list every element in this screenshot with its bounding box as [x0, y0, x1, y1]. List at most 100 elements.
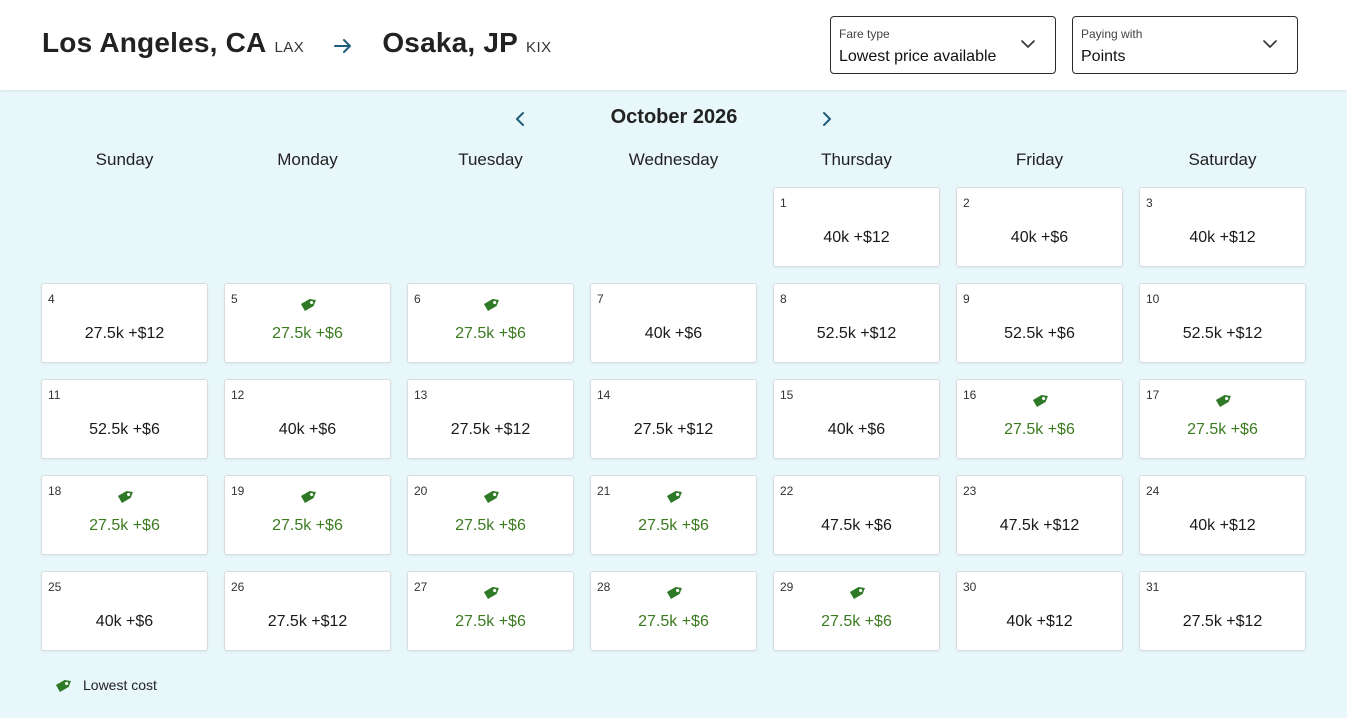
- price-value: 27.5k +$12: [450, 421, 531, 438]
- lowest-price-value: 27.5k +$6: [89, 517, 160, 534]
- calendar-day-cell[interactable]: 14 27.5k +$12: [590, 379, 757, 459]
- day-number: 20: [414, 484, 428, 498]
- calendar-day-cell[interactable]: 6 27.5k +$6: [407, 283, 574, 363]
- weekday-header: Thursday: [821, 150, 892, 169]
- day-number: 17: [1146, 388, 1160, 402]
- weekday-header: Wednesday: [628, 150, 719, 169]
- calendar-day-cell[interactable]: 30 40k +$12: [956, 571, 1123, 651]
- price-value: 40k +$12: [823, 229, 890, 246]
- weekday-header: Friday: [1015, 150, 1064, 169]
- calendar-day-cell[interactable]: 9 52.5k +$6: [956, 283, 1123, 363]
- calendar-day-cell[interactable]: 2 40k +$6: [956, 187, 1123, 267]
- price-tag-icon: [117, 491, 133, 503]
- calendar-day-cell[interactable]: 11 52.5k +$6: [41, 379, 208, 459]
- calendar-day-cell[interactable]: 7 40k +$6: [590, 283, 757, 363]
- price-value: 40k +$12: [1006, 613, 1073, 630]
- calendar-day-cell[interactable]: 22 47.5k +$6: [773, 475, 940, 555]
- day-number: 13: [414, 388, 428, 402]
- price-value: 40k +$6: [95, 613, 154, 630]
- price-tag-icon: [483, 491, 499, 503]
- lowest-price-value: 27.5k +$6: [821, 613, 892, 630]
- calendar-day-cell[interactable]: 24 40k +$12: [1139, 475, 1306, 555]
- price-value: 47.5k +$12: [999, 517, 1080, 534]
- weekday-header: Sunday: [95, 150, 154, 169]
- price-tag-icon: [483, 299, 499, 311]
- day-number: 4: [48, 292, 55, 306]
- month-title: October 2026: [610, 106, 738, 128]
- day-number: 27: [414, 580, 428, 594]
- price-value: 27.5k +$12: [84, 325, 165, 342]
- calendar-day-cell[interactable]: 29 27.5k +$6: [773, 571, 940, 651]
- previous-month-button[interactable]: [510, 108, 530, 130]
- price-value: 27.5k +$12: [1182, 613, 1263, 630]
- calendar-day-cell[interactable]: 19 27.5k +$6: [224, 475, 391, 555]
- price-value: 40k +$6: [278, 421, 337, 438]
- price-value: 40k +$6: [1010, 229, 1069, 246]
- day-number: 25: [48, 580, 62, 594]
- weekday-header: Tuesday: [458, 150, 523, 169]
- day-number: 24: [1146, 484, 1160, 498]
- day-number: 3: [1146, 196, 1153, 210]
- lowest-price-value: 27.5k +$6: [1187, 421, 1258, 438]
- route-summary: Los Angeles, CA LAX Osaka, JP KIX: [42, 27, 552, 59]
- day-number: 30: [963, 580, 977, 594]
- day-number: 8: [780, 292, 787, 306]
- calendar-day-cell[interactable]: 5 27.5k +$6: [224, 283, 391, 363]
- calendar-day-cell[interactable]: 26 27.5k +$12: [224, 571, 391, 651]
- calendar-day-cell[interactable]: 16 27.5k +$6: [956, 379, 1123, 459]
- calendar-day-cell[interactable]: 15 40k +$6: [773, 379, 940, 459]
- price-tag-icon: [300, 491, 316, 503]
- price-tag-icon: [300, 299, 316, 311]
- day-number: 31: [1146, 580, 1160, 594]
- calendar-day-cell[interactable]: 25 40k +$6: [41, 571, 208, 651]
- calendar-day-cell[interactable]: 18 27.5k +$6: [41, 475, 208, 555]
- legend-label: Lowest cost: [83, 677, 157, 693]
- day-number: 15: [780, 388, 794, 402]
- calendar-day-cell[interactable]: 12 40k +$6: [224, 379, 391, 459]
- day-number: 19: [231, 484, 245, 498]
- month-navigation: October 2026: [0, 104, 1347, 134]
- calendar-day-cell[interactable]: 20 27.5k +$6: [407, 475, 574, 555]
- calendar-day-cell[interactable]: 1 40k +$12: [773, 187, 940, 267]
- price-value: 40k +$12: [1189, 517, 1256, 534]
- legend: Lowest cost: [54, 675, 157, 695]
- weekday-header: Monday: [277, 150, 338, 169]
- day-number: 23: [963, 484, 977, 498]
- calendar-day-cell[interactable]: 17 27.5k +$6: [1139, 379, 1306, 459]
- lowest-price-value: 27.5k +$6: [455, 325, 526, 342]
- price-value: 47.5k +$6: [821, 517, 892, 534]
- price-value: 40k +$12: [1189, 229, 1256, 246]
- day-number: 29: [780, 580, 794, 594]
- calendar-day-cell[interactable]: 27 27.5k +$6: [407, 571, 574, 651]
- chevron-right-icon: [823, 112, 831, 126]
- calendar-day-cell[interactable]: 8 52.5k +$12: [773, 283, 940, 363]
- price-value: 40k +$6: [827, 421, 886, 438]
- fare-type-select[interactable]: Fare type Lowest price available: [830, 16, 1056, 74]
- chevron-left-icon: [516, 112, 524, 126]
- calendar-day-cell[interactable]: 23 47.5k +$12: [956, 475, 1123, 555]
- search-header: Los Angeles, CA LAX Osaka, JP KIX Fare t…: [0, 0, 1347, 90]
- day-number: 12: [231, 388, 245, 402]
- day-number: 6: [414, 292, 421, 306]
- day-number: 11: [48, 388, 61, 402]
- destination-city: Osaka, JP: [382, 27, 518, 58]
- price-tag-icon: [483, 587, 499, 599]
- day-number: 1: [780, 196, 787, 210]
- calendar-day-cell[interactable]: 10 52.5k +$12: [1139, 283, 1306, 363]
- calendar-day-cell[interactable]: 28 27.5k +$6: [590, 571, 757, 651]
- weekday-header: Saturday: [1188, 150, 1257, 169]
- lowest-price-value: 27.5k +$6: [455, 613, 526, 630]
- price-value: 27.5k +$12: [267, 613, 348, 630]
- destination-code: KIX: [526, 39, 552, 56]
- chevron-down-icon: [1021, 40, 1035, 48]
- lowest-price-value: 27.5k +$6: [272, 517, 343, 534]
- day-number: 22: [780, 484, 794, 498]
- price-tag-icon: [1032, 395, 1048, 407]
- calendar-day-cell[interactable]: 21 27.5k +$6: [590, 475, 757, 555]
- calendar-day-cell[interactable]: 31 27.5k +$12: [1139, 571, 1306, 651]
- next-month-button[interactable]: [817, 108, 837, 130]
- paying-with-select[interactable]: Paying with Points: [1072, 16, 1298, 74]
- calendar-day-cell[interactable]: 4 27.5k +$12: [41, 283, 208, 363]
- calendar-day-cell[interactable]: 3 40k +$12: [1139, 187, 1306, 267]
- calendar-day-cell[interactable]: 13 27.5k +$12: [407, 379, 574, 459]
